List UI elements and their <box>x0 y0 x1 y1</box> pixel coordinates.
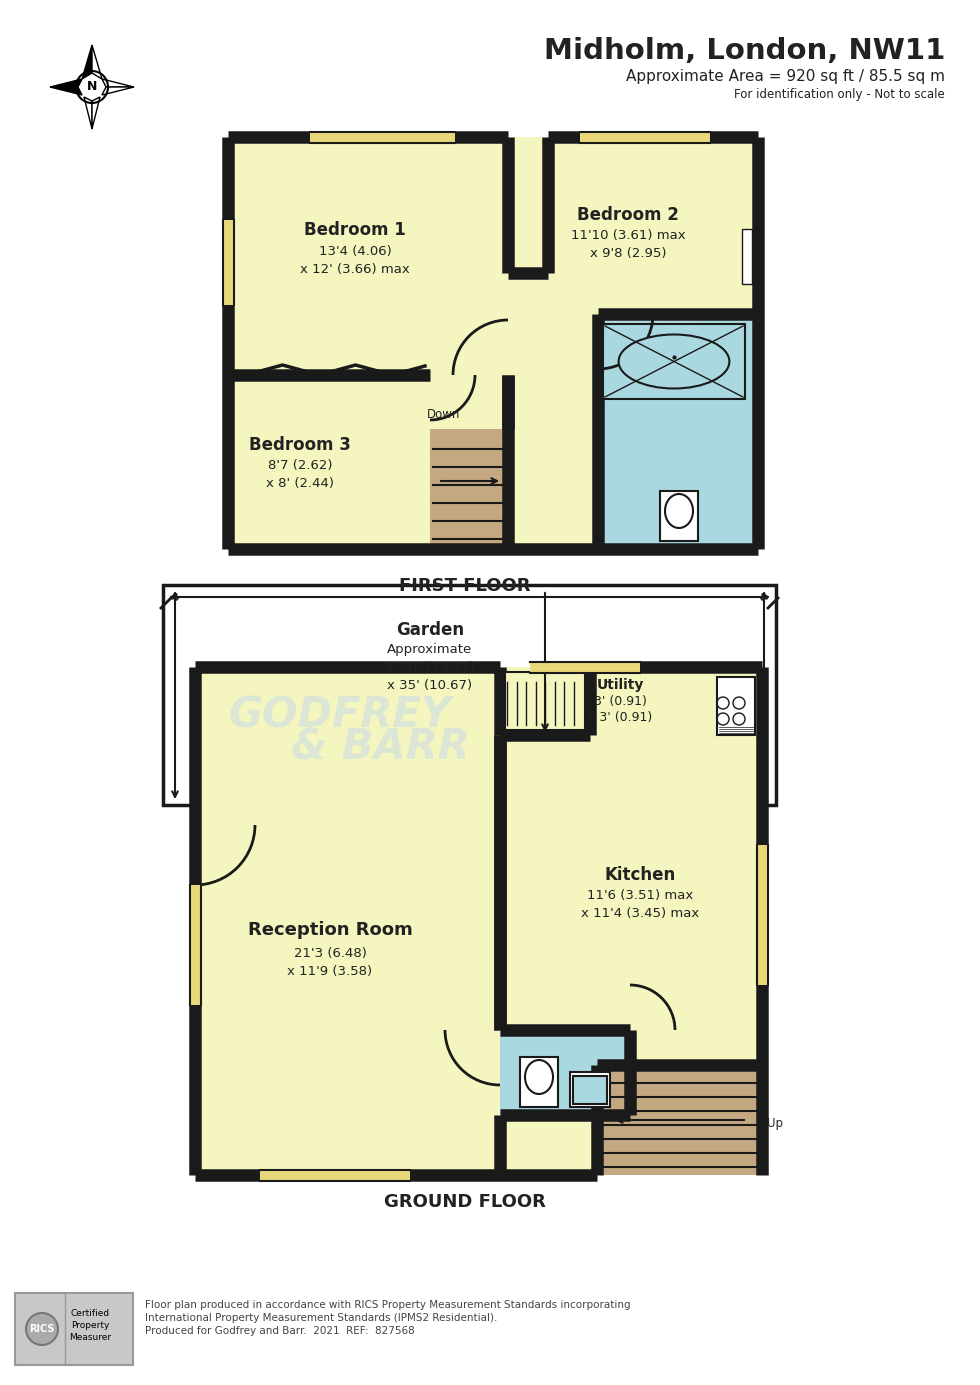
Text: Bedroom 2: Bedroom 2 <box>577 206 679 224</box>
Polygon shape <box>102 79 134 87</box>
Text: Garden: Garden <box>396 620 465 638</box>
Polygon shape <box>84 97 92 129</box>
Text: GODFREY: GODFREY <box>228 694 452 735</box>
Bar <box>530 662 640 673</box>
Bar <box>520 1057 558 1107</box>
Text: Certified: Certified <box>71 1309 110 1317</box>
Text: RICS: RICS <box>29 1324 55 1334</box>
Text: x 12' (3.66) max: x 12' (3.66) max <box>300 263 410 276</box>
Text: 11'10 (3.61) max: 11'10 (3.61) max <box>570 230 685 242</box>
Text: Reception Room: Reception Room <box>248 921 413 939</box>
Polygon shape <box>92 97 100 129</box>
Text: For identification only - Not to scale: For identification only - Not to scale <box>734 89 945 101</box>
Polygon shape <box>102 87 134 96</box>
Text: x 9'8 (2.95): x 9'8 (2.95) <box>590 248 666 260</box>
Bar <box>500 1030 630 1115</box>
Bar <box>717 677 755 735</box>
Bar <box>163 584 776 805</box>
Ellipse shape <box>618 335 729 389</box>
Text: BARR: BARR <box>599 309 702 342</box>
Text: x 11'4 (3.45) max: x 11'4 (3.45) max <box>581 907 699 920</box>
Text: Up: Up <box>767 1116 783 1130</box>
Circle shape <box>26 1313 58 1345</box>
Text: Approximate: Approximate <box>387 643 472 655</box>
Text: Property: Property <box>71 1320 109 1330</box>
Text: Bedroom 3: Bedroom 3 <box>249 436 351 454</box>
Bar <box>508 137 598 375</box>
Text: x 8' (2.44): x 8' (2.44) <box>266 478 334 490</box>
Bar <box>228 137 508 375</box>
Text: x 35' (10.67): x 35' (10.67) <box>387 679 472 691</box>
Bar <box>430 375 510 548</box>
Text: Floor plan produced in accordance with RICS Property Measurement Standards incor: Floor plan produced in accordance with R… <box>145 1301 630 1310</box>
Bar <box>573 1076 607 1104</box>
Bar <box>500 668 762 1174</box>
Text: GROUND FLOOR: GROUND FLOOR <box>384 1192 546 1210</box>
Bar <box>195 668 500 1174</box>
Text: N: N <box>87 80 97 94</box>
Bar <box>570 1072 610 1107</box>
Bar <box>742 229 752 284</box>
Text: Produced for Godfrey and Barr.  2021  REF:  827568: Produced for Godfrey and Barr. 2021 REF:… <box>145 1325 415 1337</box>
Bar <box>660 492 698 542</box>
Text: FIRST FLOOR: FIRST FLOOR <box>399 578 531 596</box>
Text: 21'3 (6.48): 21'3 (6.48) <box>294 946 367 960</box>
Text: 3' (0.91): 3' (0.91) <box>594 695 647 709</box>
Bar <box>597 1065 762 1174</box>
Bar <box>222 220 233 305</box>
Text: x 11'9 (3.58): x 11'9 (3.58) <box>287 964 372 978</box>
Bar <box>508 240 598 375</box>
Bar <box>603 324 745 399</box>
Polygon shape <box>82 44 92 79</box>
Text: & BARR: & BARR <box>291 726 469 769</box>
Ellipse shape <box>665 494 693 528</box>
Bar <box>500 668 590 735</box>
Text: Bedroom 1: Bedroom 1 <box>304 222 406 240</box>
Bar <box>430 429 510 548</box>
Polygon shape <box>92 44 102 79</box>
Text: Measurer: Measurer <box>69 1332 111 1342</box>
Bar <box>505 672 585 730</box>
Text: Utility: Utility <box>596 679 644 692</box>
Bar <box>580 132 710 143</box>
Text: Midholm, London, NW11: Midholm, London, NW11 <box>544 37 945 65</box>
Text: 13'4 (4.06): 13'4 (4.06) <box>318 245 391 258</box>
Text: Kitchen: Kitchen <box>605 866 675 884</box>
Text: International Property Measurement Standards (IPMS2 Residential).: International Property Measurement Stand… <box>145 1313 498 1323</box>
Bar <box>757 845 767 985</box>
Bar <box>598 314 758 548</box>
Polygon shape <box>50 79 82 87</box>
Text: Down: Down <box>427 409 461 421</box>
Text: 8'7 (2.62): 8'7 (2.62) <box>268 460 332 472</box>
Bar <box>228 375 430 548</box>
Text: Approximate Area = 920 sq ft / 85.5 sq m: Approximate Area = 920 sq ft / 85.5 sq m <box>626 69 945 84</box>
Bar <box>260 1169 410 1180</box>
Bar <box>310 132 455 143</box>
Polygon shape <box>50 87 82 96</box>
Ellipse shape <box>525 1060 553 1094</box>
Bar <box>603 324 745 399</box>
Bar <box>508 137 758 548</box>
FancyBboxPatch shape <box>15 1294 133 1366</box>
Bar <box>189 885 201 1006</box>
Text: 11'6 (3.51) max: 11'6 (3.51) max <box>587 889 693 902</box>
Text: 95'10 (29.21): 95'10 (29.21) <box>385 661 475 673</box>
Text: x 3' (0.91): x 3' (0.91) <box>588 712 652 724</box>
